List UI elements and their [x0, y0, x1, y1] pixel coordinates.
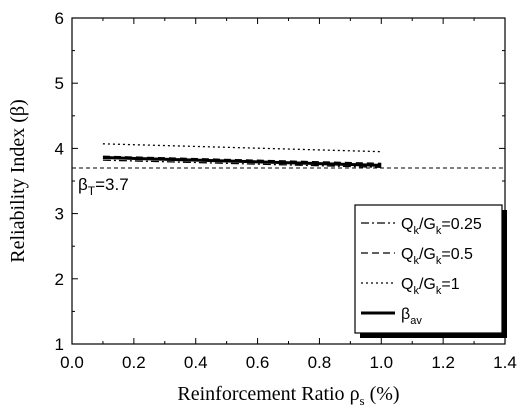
legend-label-3: Qk/Gk=1 — [401, 276, 460, 297]
x-axis-title-unit: (%) — [365, 383, 400, 405]
series-lines — [102, 143, 382, 168]
legend-label-part: /G — [419, 246, 436, 263]
tick-labels: 0.0 0.2 0.4 0.6 0.8 1.0 1.2 1.4 1 2 3 4 5 6 — [55, 9, 517, 372]
x-tick-label: 1.2 — [431, 353, 455, 372]
y-tick-label: 4 — [55, 139, 64, 158]
y-tick-label: 5 — [55, 74, 64, 93]
series-line-1 — [102, 159, 382, 168]
legend-label-part: Q — [401, 216, 413, 233]
legend-label-part: k — [413, 255, 419, 267]
legend-label-part: =0.25 — [441, 216, 482, 233]
legend-label-part: Q — [401, 246, 413, 263]
legend-label-part: k — [413, 285, 419, 297]
x-axis-title-main: Reinforcement Ratio — [177, 383, 349, 405]
legend-label-part: av — [410, 315, 422, 327]
x-tick-label: 0.2 — [122, 353, 146, 372]
legend-label-4: βav — [401, 306, 422, 327]
legend-label-part: =0.5 — [441, 246, 473, 263]
series-line-4 — [102, 156, 382, 167]
x-tick-label: 1.0 — [369, 353, 393, 372]
x-tick-label: 0.4 — [184, 353, 208, 372]
target-subscript: T — [88, 184, 96, 198]
legend-label-part: =1 — [441, 276, 459, 293]
x-tick-label: 1.4 — [493, 353, 517, 372]
legend-label-part: β — [401, 306, 410, 323]
x-axis-title-symbol: ρ — [350, 383, 360, 405]
y-tick-label: 2 — [55, 270, 64, 289]
series-line-3 — [102, 143, 382, 153]
y-axis-title: Reliability Index (β) — [7, 99, 29, 262]
x-axis-title: Reinforcement Ratio ρs (%) — [177, 383, 399, 408]
x-tick-label: 0.6 — [246, 353, 270, 372]
target-beta-symbol: β — [78, 175, 88, 194]
legend-label-part: k — [436, 285, 442, 297]
x-tick-label: 0.0 — [60, 353, 84, 372]
x-axis-title-subscript: s — [360, 393, 365, 408]
target-value-text: =3.7 — [95, 175, 129, 194]
legend-label-2: Qk/Gk=0.5 — [401, 246, 473, 267]
legend-label-part: /G — [419, 216, 436, 233]
legend-label-part: k — [436, 255, 442, 267]
y-tick-label: 1 — [55, 335, 64, 354]
legend-label-part: k — [436, 225, 442, 237]
legend-label-part: /G — [419, 276, 436, 293]
legend-label-1: Qk/Gk=0.25 — [401, 216, 482, 237]
y-tick-label: 6 — [55, 9, 64, 28]
y-tick-label: 3 — [55, 205, 64, 224]
legend-label-part: Q — [401, 276, 413, 293]
x-tick-label: 0.8 — [308, 353, 332, 372]
legend-label-part: k — [413, 225, 419, 237]
target-annotation: βT=3.7 — [78, 175, 129, 198]
